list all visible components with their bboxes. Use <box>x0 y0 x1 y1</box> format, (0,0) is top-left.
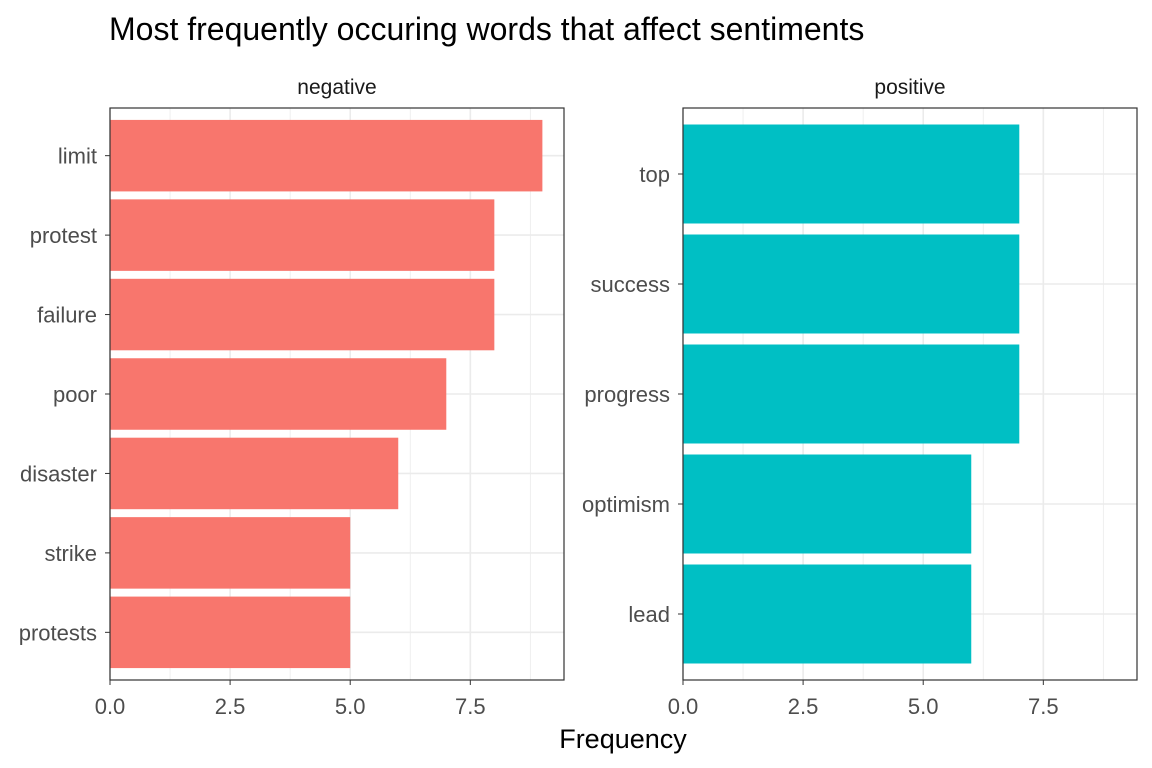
y-tick-label-strike: strike <box>44 541 97 566</box>
panel-border <box>109 107 565 681</box>
y-tick-label-lead: lead <box>628 602 670 627</box>
bar-positive-lead <box>683 564 972 664</box>
y-tick-label-poor: poor <box>53 382 97 407</box>
y-tick-label-success: success <box>591 272 670 297</box>
y-tick-label-protests: protests <box>19 620 97 645</box>
x-tick-label: 7.5 <box>455 694 486 719</box>
facet-label-positive: positive <box>874 76 945 99</box>
y-tick-label-failure: failure <box>37 303 97 328</box>
bar-negative-disaster <box>110 437 399 510</box>
x-tick-label: 5.0 <box>908 694 939 719</box>
bar-negative-poor <box>110 358 447 430</box>
facet-label-negative: negative <box>297 76 376 99</box>
y-tick-label-progress: progress <box>584 382 670 407</box>
bar-positive-success <box>683 234 1020 334</box>
y-tick-label-optimism: optimism <box>582 492 670 517</box>
bar-negative-failure <box>110 278 495 351</box>
bar-negative-limit <box>110 119 543 192</box>
x-tick-label: 2.5 <box>788 694 819 719</box>
x-tick-label: 0.0 <box>95 694 126 719</box>
facet-panel-negative: negative limit protest failure poor disaster s… <box>19 76 565 719</box>
x-tick-label: 0.0 <box>668 694 699 719</box>
facet-panel-positive: positive top success progress optimism lead 0.… <box>582 76 1138 719</box>
bar-positive-progress <box>683 344 1020 444</box>
x-axis-label: Frequency <box>559 724 687 754</box>
bar-negative-protests <box>110 596 351 669</box>
bar-negative-protest <box>110 199 495 271</box>
y-tick-label-limit: limit <box>58 144 97 169</box>
x-tick-label: 2.5 <box>215 694 246 719</box>
x-tick-label: 5.0 <box>335 694 366 719</box>
y-tick-label-protest: protest <box>30 223 97 248</box>
bar-positive-optimism <box>683 454 972 554</box>
bar-positive-top <box>683 124 1020 224</box>
panel-border <box>682 107 1138 681</box>
y-tick-label-disaster: disaster <box>20 461 97 486</box>
chart-title: Most frequently occuring words that affe… <box>109 11 864 47</box>
y-tick-label-top: top <box>639 162 670 187</box>
bar-negative-strike <box>110 517 351 589</box>
x-tick-label: 7.5 <box>1028 694 1059 719</box>
